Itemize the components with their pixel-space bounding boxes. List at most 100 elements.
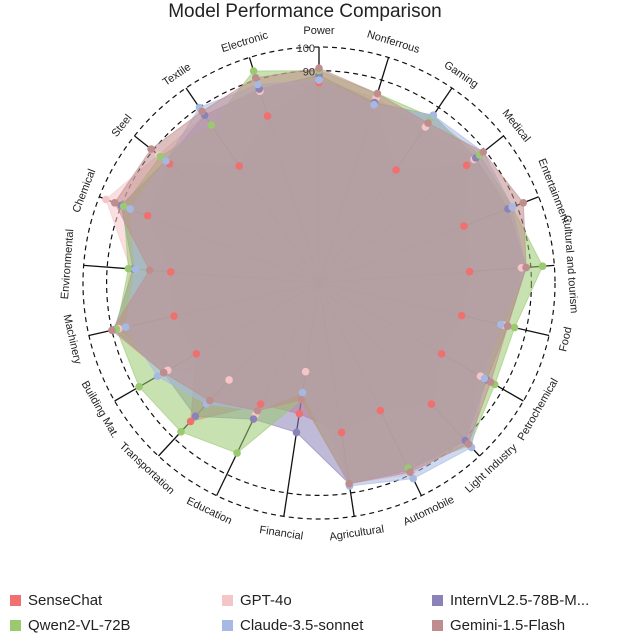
axis-label: Food bbox=[557, 326, 574, 353]
data-point bbox=[156, 152, 165, 161]
axis-label: Nonferrous bbox=[366, 28, 422, 56]
data-point bbox=[345, 479, 354, 488]
data-point bbox=[166, 268, 175, 276]
data-point bbox=[406, 468, 414, 477]
radial-tick-label: 100 bbox=[297, 43, 315, 55]
axis-label: Transportation bbox=[117, 440, 177, 497]
data-point bbox=[457, 311, 466, 320]
legend-label: InternVL2.5-78B-M... bbox=[450, 591, 590, 609]
data-point bbox=[192, 350, 201, 358]
data-point bbox=[233, 449, 241, 457]
data-point bbox=[249, 415, 258, 423]
legend: SenseChat GPT-4o InternVL2.5-78B-M... Qwen2… bbox=[0, 586, 640, 634]
axis-label: Petrochemical bbox=[516, 376, 561, 442]
data-point bbox=[424, 119, 432, 127]
data-point bbox=[429, 111, 438, 120]
data-point bbox=[301, 367, 310, 376]
data-point bbox=[292, 428, 301, 437]
data-point bbox=[480, 374, 489, 383]
axis-label: Medical bbox=[500, 107, 533, 144]
data-point bbox=[131, 265, 140, 274]
data-point bbox=[162, 157, 170, 165]
data-point bbox=[249, 67, 258, 75]
legend-swatch bbox=[10, 619, 21, 631]
axis-label: Power bbox=[303, 25, 335, 37]
data-point bbox=[102, 195, 110, 204]
data-point bbox=[503, 322, 512, 330]
data-point bbox=[465, 267, 474, 276]
legend-item: Gemini-1.5-Flash bbox=[432, 615, 565, 635]
radial-tick-label: 90 bbox=[303, 67, 315, 79]
data-point bbox=[263, 112, 272, 120]
axis-label: Education bbox=[185, 495, 234, 527]
data-point bbox=[253, 80, 262, 89]
axis-label: Automobile bbox=[401, 494, 456, 529]
data-point bbox=[207, 121, 216, 129]
legend-label: SenseChat bbox=[28, 591, 103, 609]
data-point bbox=[256, 400, 265, 409]
legend-label: Gemini-1.5-Flash bbox=[450, 616, 566, 634]
axis-label: Chemical bbox=[70, 167, 98, 214]
legend-swatch bbox=[432, 594, 443, 606]
data-point bbox=[519, 199, 528, 207]
axis-label: Environmental bbox=[59, 229, 76, 300]
data-point bbox=[186, 417, 195, 426]
data-point bbox=[370, 101, 378, 109]
data-point bbox=[337, 428, 346, 437]
data-point bbox=[145, 266, 154, 275]
data-point bbox=[225, 376, 233, 384]
legend-swatch bbox=[222, 594, 233, 606]
data-point bbox=[373, 89, 382, 98]
data-point bbox=[124, 264, 133, 273]
axis-label: Agricultural bbox=[329, 523, 385, 543]
legend-item: SenseChat bbox=[10, 590, 102, 610]
data-point bbox=[479, 148, 488, 156]
axis-label: Machinery bbox=[61, 313, 84, 366]
radar-plot: Model Performance Comparison 90 100 Power N… bbox=[59, 1, 580, 543]
grid-circle-outer bbox=[82, 46, 556, 520]
data-point bbox=[108, 326, 116, 335]
data-point bbox=[486, 378, 495, 386]
legend-label: Qwen2-VL-72B bbox=[28, 616, 131, 634]
legend-item: Claude-3.5-sonnet bbox=[222, 615, 363, 635]
data-point bbox=[206, 396, 214, 405]
data-point bbox=[121, 323, 130, 331]
data-point bbox=[437, 350, 446, 358]
data-point bbox=[251, 74, 260, 82]
data-point bbox=[295, 409, 304, 418]
data-point bbox=[159, 368, 168, 377]
legend-item: Qwen2-VL-72B bbox=[10, 615, 131, 635]
legend-swatch bbox=[432, 619, 443, 631]
data-point bbox=[522, 263, 530, 272]
data-point bbox=[460, 222, 468, 230]
axis-label: Electronic bbox=[220, 29, 270, 55]
axis-label: Gaming bbox=[442, 59, 481, 91]
axis-label: Textile bbox=[161, 61, 194, 88]
legend-item: InternVL2.5-78B-M... bbox=[432, 590, 589, 610]
data-point bbox=[153, 372, 162, 381]
axis-label: Financial bbox=[259, 524, 304, 542]
data-point bbox=[315, 76, 323, 84]
data-point bbox=[147, 145, 155, 153]
data-point bbox=[376, 406, 385, 415]
data-point bbox=[126, 205, 134, 213]
data-point bbox=[135, 383, 143, 391]
axis-label: Steel bbox=[109, 112, 134, 139]
axis-label: Cultural and tourism bbox=[561, 215, 580, 314]
data-point bbox=[198, 107, 206, 116]
data-point bbox=[170, 312, 178, 320]
data-point bbox=[392, 166, 400, 174]
legend-swatch bbox=[222, 619, 233, 631]
data-point bbox=[298, 388, 307, 397]
data-point bbox=[235, 162, 243, 170]
data-point bbox=[177, 428, 185, 436]
data-point bbox=[253, 406, 262, 415]
data-point bbox=[315, 64, 323, 72]
data-point bbox=[510, 323, 519, 332]
data-point bbox=[409, 474, 418, 483]
data-point bbox=[427, 400, 436, 408]
legend-label: GPT-4o bbox=[240, 591, 292, 609]
data-point bbox=[297, 395, 306, 404]
data-point bbox=[191, 412, 200, 421]
